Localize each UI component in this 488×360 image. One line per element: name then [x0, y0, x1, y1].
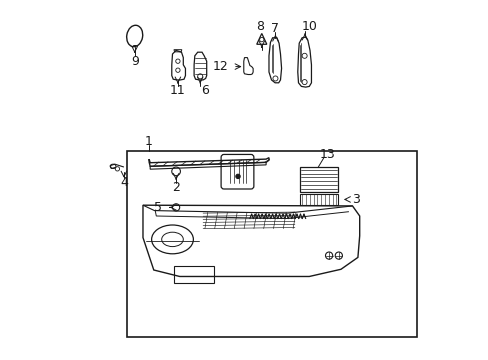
Bar [300, 167, 337, 192]
Text: 11: 11 [170, 84, 185, 97]
Text: 3: 3 [351, 193, 359, 206]
Text: 5: 5 [153, 201, 162, 214]
Text: 2: 2 [172, 181, 180, 194]
Text: 7: 7 [271, 22, 279, 35]
Text: 1: 1 [145, 135, 153, 148]
Text: 13: 13 [319, 148, 334, 161]
Text: 4: 4 [120, 176, 127, 189]
Text: 6: 6 [201, 84, 208, 97]
Bar [127, 151, 416, 337]
Bar [300, 194, 337, 205]
Text: 9: 9 [130, 55, 139, 68]
Bar [174, 266, 213, 283]
Text: 10: 10 [301, 20, 317, 33]
Ellipse shape [235, 174, 240, 179]
Text: 8: 8 [255, 21, 264, 33]
Text: 12: 12 [212, 60, 228, 73]
